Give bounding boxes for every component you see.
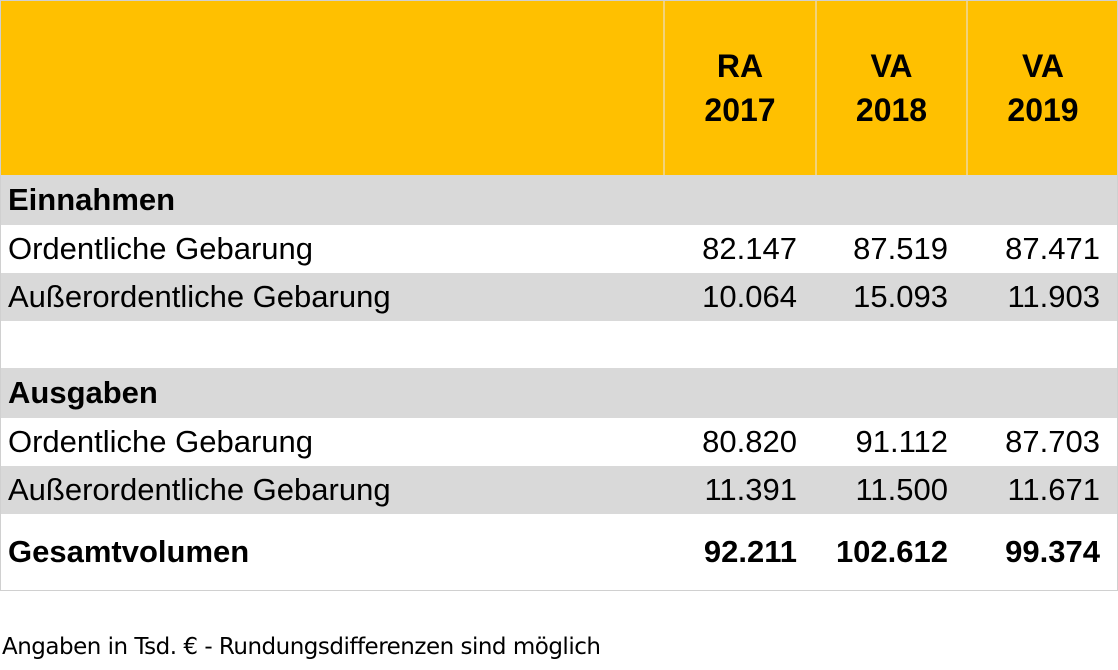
value-cell: 99.374 (1005, 534, 1100, 569)
header-line: 2017 (704, 91, 776, 128)
row-label: Außerordentliche Gebarung (8, 279, 391, 314)
row-label: Gesamtvolumen (8, 534, 250, 569)
column-header: RA 2017 (663, 0, 815, 175)
section-title: Ausgaben (8, 375, 158, 410)
row-bg (0, 514, 1118, 590)
footnote: Angaben in Tsd. € - Rundungsdifferenzen … (2, 634, 601, 660)
value-cell: 92.211 (703, 534, 797, 569)
row-label: Außerordentliche Gebarung (8, 472, 391, 507)
header-bg (0, 0, 1118, 175)
value-cell: 87.519 (853, 231, 948, 266)
value-cell: 87.471 (1005, 231, 1100, 266)
section-bg (0, 368, 1118, 418)
header-line: RA (716, 47, 764, 84)
value-cell: 11.500 (855, 472, 948, 507)
header-line: 2018 (855, 91, 928, 128)
row-bg (0, 418, 1118, 466)
value-cell: 102.612 (835, 534, 948, 569)
header-line: VA (870, 47, 913, 84)
section-title: Einnahmen (8, 182, 176, 217)
row-bg (0, 466, 1118, 514)
value-cell: 11.671 (1007, 472, 1100, 507)
section-bg (0, 175, 1118, 225)
value-cell: 11.903 (1007, 279, 1100, 314)
value-cell: 15.093 (853, 279, 948, 314)
column-header: VA 2018 (815, 0, 966, 175)
value-cell: 87.703 (1005, 424, 1100, 459)
header-line: 2019 (1007, 91, 1079, 128)
value-cell: 11.391 (704, 472, 797, 507)
value-cell: 91.112 (855, 424, 948, 459)
row-label: Ordentliche Gebarung (8, 424, 314, 459)
header-line: VA (1021, 47, 1065, 84)
row-bg (0, 225, 1118, 273)
value-cell: 10.064 (702, 279, 797, 314)
row-bg (0, 273, 1118, 321)
value-cell: 82.147 (702, 231, 797, 266)
row-label: Ordentliche Gebarung (8, 231, 314, 266)
column-header: VA 2019 (966, 0, 1118, 175)
value-cell: 80.820 (702, 424, 797, 459)
